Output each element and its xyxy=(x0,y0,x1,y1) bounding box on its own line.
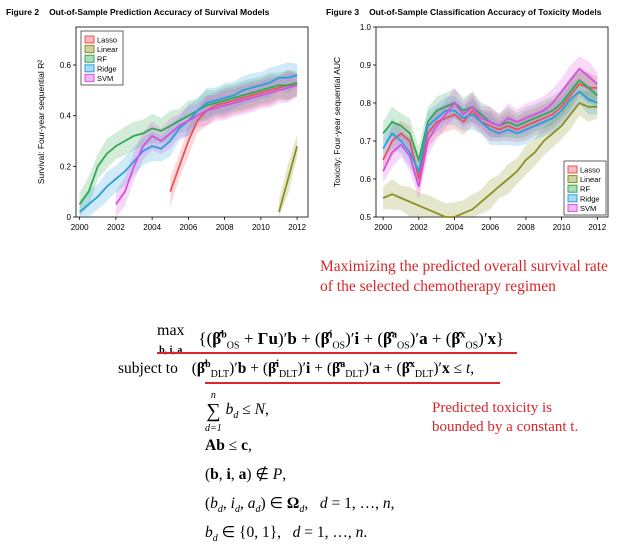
legend-label-linear: Linear xyxy=(97,45,118,54)
toxicity-constraint: subject to (β̂bDLT)′b + (β̂iDLT)′i + (β̂… xyxy=(118,359,475,381)
legend-swatch-svm xyxy=(84,73,95,82)
x-tick-label: 2002 xyxy=(410,223,428,232)
x-tick-label: 2004 xyxy=(446,223,464,232)
sum-lower: d=1 xyxy=(205,423,222,434)
objective-expression: {(β̂bOS + Γu)′b + (β̂iOS)′i + (β̂aOS)′a … xyxy=(198,328,505,352)
series-line-lasso xyxy=(169,84,298,193)
y-axis-label: Survival: Four-year sequential R² xyxy=(36,60,46,184)
series-line-ridge xyxy=(382,90,598,175)
legend-label-svm: SVM xyxy=(97,74,113,83)
x-tick-label: 2000 xyxy=(374,223,392,232)
x-tick-label: 2008 xyxy=(216,223,234,232)
survival-chart: 2000 2002 2004 2006 2008 2010 2012 0 0.2 0.4 0.6 Su… xyxy=(36,26,309,232)
band-svm xyxy=(115,72,298,217)
series-line-svm xyxy=(115,84,298,205)
legend-swatch-lasso xyxy=(84,35,95,44)
series-line-lasso xyxy=(382,82,598,180)
figure-2-caption: Figure 2 Out-of-Sample Prediction Accurac… xyxy=(6,7,269,17)
y-tick-label: 0.7 xyxy=(360,137,372,146)
figure-3-title: Out-of-Sample Classification Accuracy of… xyxy=(369,7,602,17)
x-tick-label: 2006 xyxy=(481,223,499,232)
max-subscript: b, i, a xyxy=(159,345,183,356)
x-tick-label: 2000 xyxy=(71,223,89,232)
band-svm xyxy=(383,56,598,200)
legend-label-lasso: Lasso xyxy=(580,166,600,175)
linear-constraint: Ab ≤ c, xyxy=(205,437,252,454)
series-line-linear xyxy=(278,145,298,213)
y-axis-label: Toxicity: Four-year sequential AUC xyxy=(332,57,342,187)
x-tick-label: 2002 xyxy=(107,223,125,232)
objective-underline xyxy=(157,352,517,354)
max-operator: max b, i, a xyxy=(157,322,185,358)
band-ridge xyxy=(383,79,598,185)
x-tick-label: 2010 xyxy=(553,223,571,232)
y-tick-label: 1.0 xyxy=(360,23,372,32)
legend-swatch-ridge xyxy=(567,194,578,203)
band-rf xyxy=(79,70,298,216)
series-line-linear xyxy=(382,101,598,218)
legend-swatch-linear xyxy=(84,45,95,54)
legend-box xyxy=(563,160,607,216)
figure-2-number: Figure 2 xyxy=(6,7,40,17)
legend-box xyxy=(80,30,124,86)
legend-label-ridge: Ridge xyxy=(97,64,117,73)
x-tick-label: 2012 xyxy=(288,223,306,232)
objective-note: Maximizing the predicted overall surviva… xyxy=(320,258,608,295)
y-tick-label: 0.6 xyxy=(360,175,372,184)
legend-label-linear: Linear xyxy=(580,175,601,184)
y-tick-label: 0.9 xyxy=(360,61,372,70)
legend-swatch-linear xyxy=(567,175,578,184)
legend-swatch-rf xyxy=(567,184,578,193)
x-tick-label: 2010 xyxy=(252,223,270,232)
constraint-note: Predicted toxicity is bounded by a const… xyxy=(432,400,579,435)
band-lasso xyxy=(383,71,598,193)
y-tick-label: 0.5 xyxy=(360,213,372,222)
figure-2-title: Out-of-Sample Prediction Accuracy of Sur… xyxy=(49,7,270,17)
band-lasso xyxy=(170,70,298,207)
legend-swatch-rf xyxy=(84,54,95,63)
legend-swatch-ridge xyxy=(84,64,95,73)
y-tick-label: 0.2 xyxy=(60,162,72,171)
y-tick-label: 0 xyxy=(67,213,72,222)
legend-label-lasso: Lasso xyxy=(97,36,117,45)
x-tick-label: 2008 xyxy=(517,223,535,232)
figure-3-number: Figure 3 xyxy=(326,7,360,17)
legend-label-rf: RF xyxy=(580,185,590,194)
constraint-underline xyxy=(205,382,500,384)
max-word: max xyxy=(157,322,185,339)
x-tick-label: 2012 xyxy=(588,223,606,232)
legend-label-svm: SVM xyxy=(580,204,596,213)
objective-row: max b, i, a {(β̂bOS + Γu)′b + (β̂iOS)′i … xyxy=(157,322,504,358)
binary-constraint: bd ∈ {0, 1}, d = 1, …, n. xyxy=(205,524,368,545)
sum-upper: n xyxy=(210,390,216,401)
domain-constraint: (bd, id, ad) ∈ Ωd, d = 1, …, n, xyxy=(205,495,395,516)
figure-2: Figure 2 Out-of-Sample Prediction Accurac… xyxy=(0,0,315,245)
legend-label-rf: RF xyxy=(97,55,107,64)
band-rf xyxy=(383,67,598,174)
subject-to: subject to xyxy=(118,360,178,378)
figure-3: Figure 3 Out-of-Sample Classification Acc… xyxy=(318,0,627,245)
band-linear xyxy=(383,90,598,217)
x-tick-label: 2004 xyxy=(143,223,161,232)
legend-swatch-svm xyxy=(567,203,578,212)
y-tick-label: 0.4 xyxy=(60,112,72,121)
drug-count-constraint: n ∑ d=1 bd ≤ N, xyxy=(205,390,269,434)
figure-3-caption: Figure 3 Out-of-Sample Classification Acc… xyxy=(326,7,601,17)
exclusion-constraint: (b, i, a) ∉ P, xyxy=(205,466,287,483)
legend-swatch-lasso xyxy=(567,165,578,174)
y-tick-label: 0.8 xyxy=(360,99,372,108)
series-line-svm xyxy=(382,67,598,187)
legend-label-ridge: Ridge xyxy=(580,194,600,203)
x-tick-label: 2006 xyxy=(179,223,197,232)
toxicity-chart: 2000 2002 2004 2006 2008 2010 2012 0.5 0.6 0.7 0.8… xyxy=(332,23,609,232)
y-tick-label: 0.6 xyxy=(60,61,72,70)
series-line-rf xyxy=(78,81,298,205)
